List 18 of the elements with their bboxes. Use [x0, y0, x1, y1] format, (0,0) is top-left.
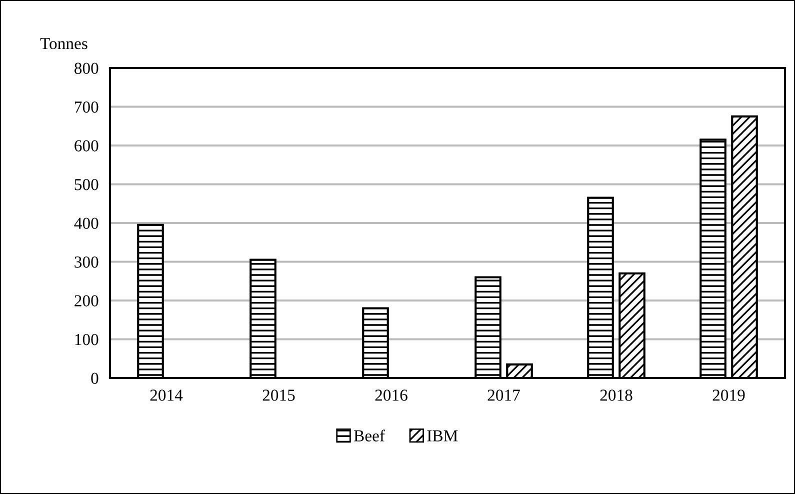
x-tick-label: 2019	[712, 390, 745, 401]
y-tick-label: 100	[75, 334, 98, 346]
y-tick-label: 300	[74, 256, 98, 268]
y-axis-title: Tonnes	[40, 38, 88, 50]
y-tick-label: 200	[74, 295, 98, 306]
y-tick-label: 700	[74, 101, 98, 113]
y-tick-label: 500	[74, 178, 98, 190]
x-tick-label: 2018	[600, 390, 632, 401]
y-tick-label: 600	[74, 140, 98, 152]
legend-label: Beef	[354, 430, 385, 442]
y-tick-label: 400	[74, 218, 98, 229]
x-tick-label: 2014	[150, 390, 183, 401]
x-tick-label: 2017	[488, 390, 520, 401]
x-tick-label: 2015	[262, 390, 295, 401]
legend-label: IBM	[427, 430, 458, 442]
x-tick-label: 2016	[375, 390, 408, 401]
y-tick-label: 0	[91, 372, 98, 384]
y-tick-label: 800	[74, 62, 98, 74]
